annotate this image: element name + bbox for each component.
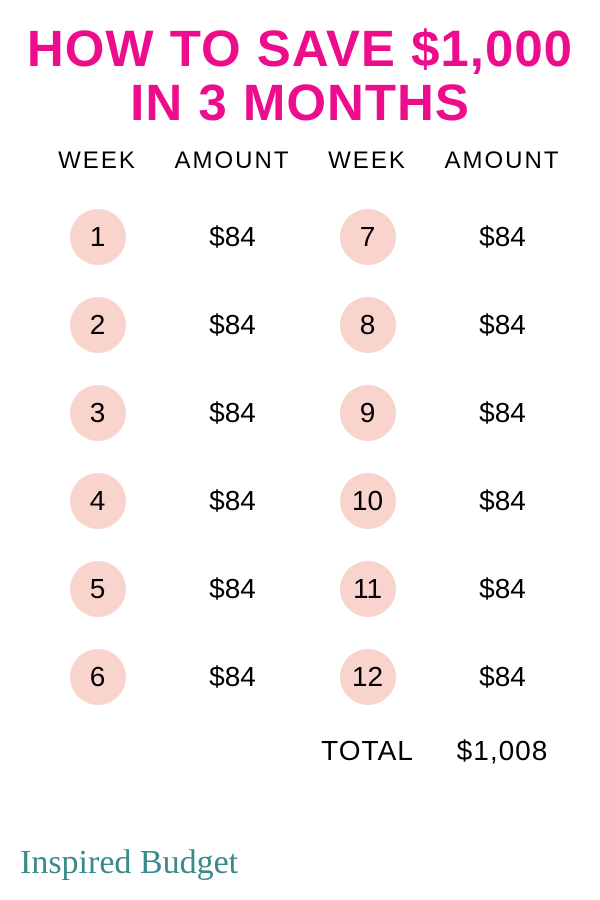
week-cell: 1	[70, 193, 126, 281]
right-column-group: WEEK 7 8 9 10 11 12 AMOUNT $84 $84 $84 $…	[300, 147, 570, 721]
week-bubble: 2	[70, 297, 126, 353]
week-cell: 7	[340, 193, 396, 281]
title-line-2: IN 3 MONTHS	[0, 76, 600, 130]
total-label: TOTAL	[300, 721, 435, 781]
column-header-week: WEEK	[58, 147, 137, 175]
column-header-amount: AMOUNT	[445, 147, 561, 175]
week-cell: 6	[70, 633, 126, 721]
week-cell: 5	[70, 545, 126, 633]
week-bubble: 6	[70, 649, 126, 705]
week-cell: 11	[340, 545, 396, 633]
amount-cell: $84	[479, 457, 526, 545]
amount-cell: $84	[209, 369, 256, 457]
brand-signature: Inspired Budget	[20, 844, 238, 882]
amount-cell: $84	[209, 281, 256, 369]
week-cell: 9	[340, 369, 396, 457]
amount-cell: $84	[209, 633, 256, 721]
week-bubble: 12	[340, 649, 396, 705]
column-header-week: WEEK	[328, 147, 407, 175]
title-line-1: HOW TO SAVE $1,000	[0, 22, 600, 76]
total-spacer	[30, 721, 300, 781]
column-header-amount: AMOUNT	[175, 147, 291, 175]
total-value: $1,008	[435, 721, 570, 781]
left-column-group: WEEK 1 2 3 4 5 6 AMOUNT $84 $84 $84 $84 …	[30, 147, 300, 721]
amount-cell: $84	[479, 369, 526, 457]
week-cell: 4	[70, 457, 126, 545]
week-bubble: 3	[70, 385, 126, 441]
week-cell: 8	[340, 281, 396, 369]
amount-cell: $84	[209, 457, 256, 545]
week-cell: 10	[340, 457, 396, 545]
amount-cell: $84	[479, 193, 526, 281]
page-title: HOW TO SAVE $1,000 IN 3 MONTHS	[0, 0, 600, 129]
week-bubble: 5	[70, 561, 126, 617]
week-bubble: 1	[70, 209, 126, 265]
total-row: TOTAL $1,008	[0, 721, 600, 781]
week-cell: 3	[70, 369, 126, 457]
amount-cell: $84	[209, 193, 256, 281]
week-cell: 2	[70, 281, 126, 369]
amount-cell: $84	[479, 545, 526, 633]
amount-cell: $84	[479, 281, 526, 369]
right-amount-column: AMOUNT $84 $84 $84 $84 $84 $84	[435, 147, 570, 721]
week-bubble: 4	[70, 473, 126, 529]
amount-cell: $84	[209, 545, 256, 633]
week-cell: 12	[340, 633, 396, 721]
left-week-column: WEEK 1 2 3 4 5 6	[30, 147, 165, 721]
week-bubble: 11	[340, 561, 396, 617]
week-bubble: 9	[340, 385, 396, 441]
left-amount-column: AMOUNT $84 $84 $84 $84 $84 $84	[165, 147, 300, 721]
week-bubble: 8	[340, 297, 396, 353]
week-bubble: 10	[340, 473, 396, 529]
right-week-column: WEEK 7 8 9 10 11 12	[300, 147, 435, 721]
amount-cell: $84	[479, 633, 526, 721]
savings-table: WEEK 1 2 3 4 5 6 AMOUNT $84 $84 $84 $84 …	[0, 129, 600, 721]
total-group: TOTAL $1,008	[300, 721, 570, 781]
week-bubble: 7	[340, 209, 396, 265]
